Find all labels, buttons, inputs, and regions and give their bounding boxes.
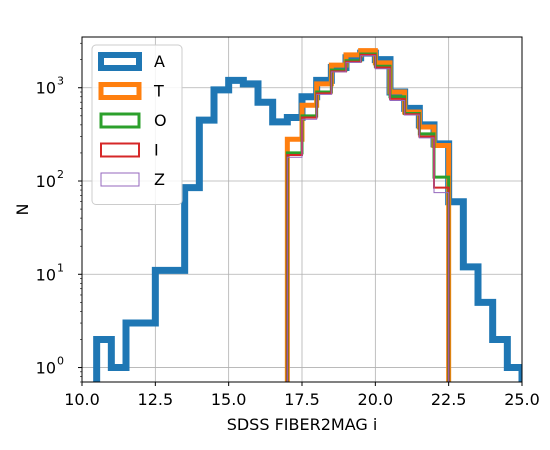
legend-swatch-O xyxy=(99,112,141,129)
y-tick-exponent-1: 1 xyxy=(57,261,64,274)
x-tick-label-2: 15.0 xyxy=(211,390,247,409)
x-tick-label-5: 22.5 xyxy=(431,390,467,409)
x-axis-label: SDSS FIBER2MAG i xyxy=(227,415,378,434)
x-tick-label-6: 25.0 xyxy=(504,390,540,409)
legend-swatch-A xyxy=(98,52,142,71)
series-Z-histogram xyxy=(286,55,450,382)
x-tick-label-4: 20.0 xyxy=(358,390,394,409)
y-tick-label-0: 10 xyxy=(36,359,56,378)
series-I-histogram xyxy=(286,53,450,382)
legend-label-T: T xyxy=(153,82,164,101)
x-tick-label-3: 17.5 xyxy=(284,390,320,409)
x-tick-label-1: 12.5 xyxy=(138,390,174,409)
legend-label-Z: Z xyxy=(154,170,165,189)
legend-label-O: O xyxy=(154,111,167,130)
legend-swatch-T xyxy=(98,82,142,100)
y-tick-label-1: 10 xyxy=(36,265,56,284)
legend-label-A: A xyxy=(154,52,165,71)
series-group xyxy=(93,48,522,382)
x-axis-ticks: 10.0 12.5 15.0 17.5 20.0 22.5 25.0 xyxy=(64,382,540,409)
y-tick-label-3: 10 xyxy=(36,79,56,98)
legend-swatch-I xyxy=(100,142,140,158)
y-tick-exponent-0: 0 xyxy=(57,355,64,368)
legend-label-I: I xyxy=(154,141,159,160)
y-axis-label: N xyxy=(13,204,32,216)
x-tick-label-0: 10.0 xyxy=(64,390,100,409)
series-T-histogram xyxy=(284,48,452,382)
y-tick-exponent-3: 3 xyxy=(57,75,64,88)
y-tick-label-2: 10 xyxy=(36,172,56,191)
y-tick-exponent-2: 2 xyxy=(57,168,64,181)
legend-swatch-Z xyxy=(100,172,140,187)
